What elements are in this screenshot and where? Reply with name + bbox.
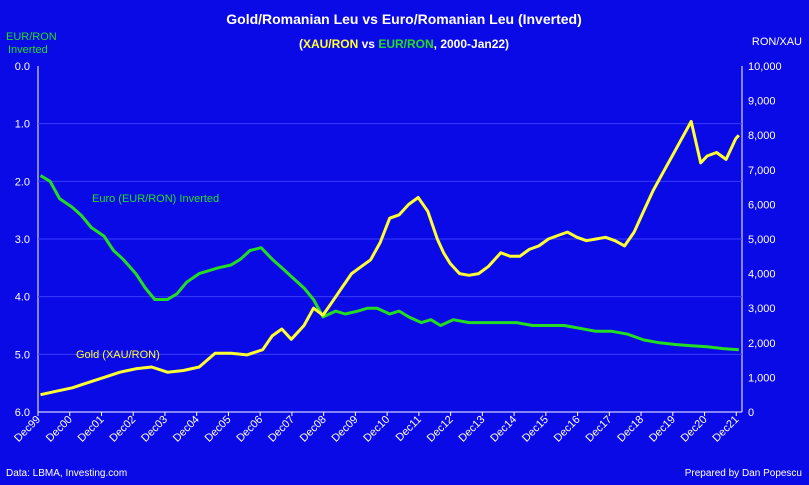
left-axis-label-line2: Inverted: [8, 44, 48, 56]
right-tick-label: 4,000: [748, 269, 776, 281]
x-tick-label: Dec11: [394, 414, 424, 444]
x-tick-label: Dec10: [361, 414, 392, 445]
footer-source: Data: LBMA, Investing.com: [6, 468, 127, 479]
series-line-euro: [39, 174, 739, 352]
x-tick-label: Dec19: [647, 414, 678, 445]
right-tick-label: 1,000: [748, 372, 776, 384]
x-tick-label: Dec07: [266, 414, 297, 445]
right-tick-labels: 0 1,000 2,000 3,000 4,000 5,000 6,000 7,000 8,00…: [748, 61, 782, 419]
right-tick-label: 5,000: [748, 234, 776, 246]
subtitle-open: (: [299, 37, 303, 51]
x-tick-label: Dec09: [330, 414, 361, 445]
x-tick-label: Dec03: [139, 414, 170, 445]
right-tick-label: 8,000: [748, 130, 776, 142]
x-tick-label: Dec13: [457, 414, 488, 445]
left-tick-label: 6.0: [15, 407, 30, 419]
left-tick-label: 2.0: [15, 176, 30, 188]
left-axis-label-line1: EUR/RON: [6, 31, 57, 43]
left-tick-labels: 0.0 1.0 2.0 3.0 4.0 5.0 6.0: [15, 61, 30, 419]
left-tick-label: 3.0: [15, 234, 30, 246]
series-line-gold: [40, 119, 740, 397]
x-tick-label: Dec04: [171, 414, 202, 445]
x-tick-label: Dec08: [298, 414, 329, 445]
left-tick-label: 4.0: [15, 292, 30, 304]
x-tick-label: Dec06: [234, 414, 265, 445]
x-tick-label: Dec05: [203, 414, 234, 445]
right-tick-label: 2,000: [748, 338, 776, 350]
left-tick-label: 0.0: [15, 61, 30, 73]
x-tick-label: Dec12: [425, 414, 456, 445]
annotation-euro: Euro (EUR/RON) Inverted: [92, 193, 219, 205]
subtitle-gold-series: XAU/RON: [303, 37, 358, 51]
right-tick-label: 9,000: [748, 96, 776, 108]
x-tick-label: Dec17: [583, 414, 614, 445]
subtitle-range: , 2000-Jan22): [434, 37, 509, 51]
x-tick-label: Dec00: [44, 414, 75, 445]
footer-credit: Prepared by Dan Popescu: [685, 468, 802, 479]
x-tick-labels: Dec99 Dec00 Dec01 Dec02 Dec03 Dec04 Dec05 Dec06…: [12, 412, 741, 445]
right-tick-label: 6,000: [748, 199, 776, 211]
x-tick-label: Dec14: [488, 414, 519, 445]
subtitle-vs: vs: [358, 37, 378, 51]
left-tick-label: 1.0: [15, 119, 30, 131]
x-tick-label: Dec18: [615, 414, 646, 445]
right-axis-label: RON/XAU: [752, 36, 802, 48]
annotation-gold: Gold (XAU/RON): [76, 349, 160, 361]
right-tick-label: 7,000: [748, 165, 776, 177]
x-tick-label: Dec16: [552, 414, 583, 445]
x-tick-label: Dec21: [710, 414, 741, 445]
x-tick-label: Dec20: [679, 414, 710, 445]
right-tick-label: 0: [748, 407, 754, 419]
x-tick-label: Dec15: [520, 414, 551, 445]
chart-title: Gold/Romanian Leu vs Euro/Romanian Leu (…: [226, 11, 582, 27]
subtitle-euro-series: EUR/RON: [378, 37, 433, 51]
grid-layer: [38, 123, 742, 355]
x-tick-label: Dec02: [107, 414, 138, 445]
left-tick-label: 5.0: [15, 349, 30, 361]
right-tick-label: 10,000: [748, 61, 782, 73]
right-tick-label: 3,000: [748, 303, 776, 315]
chart-subtitle: (XAU/RON vs EUR/RON, 2000-Jan22): [299, 37, 509, 51]
x-tick-label: Dec01: [76, 414, 107, 445]
